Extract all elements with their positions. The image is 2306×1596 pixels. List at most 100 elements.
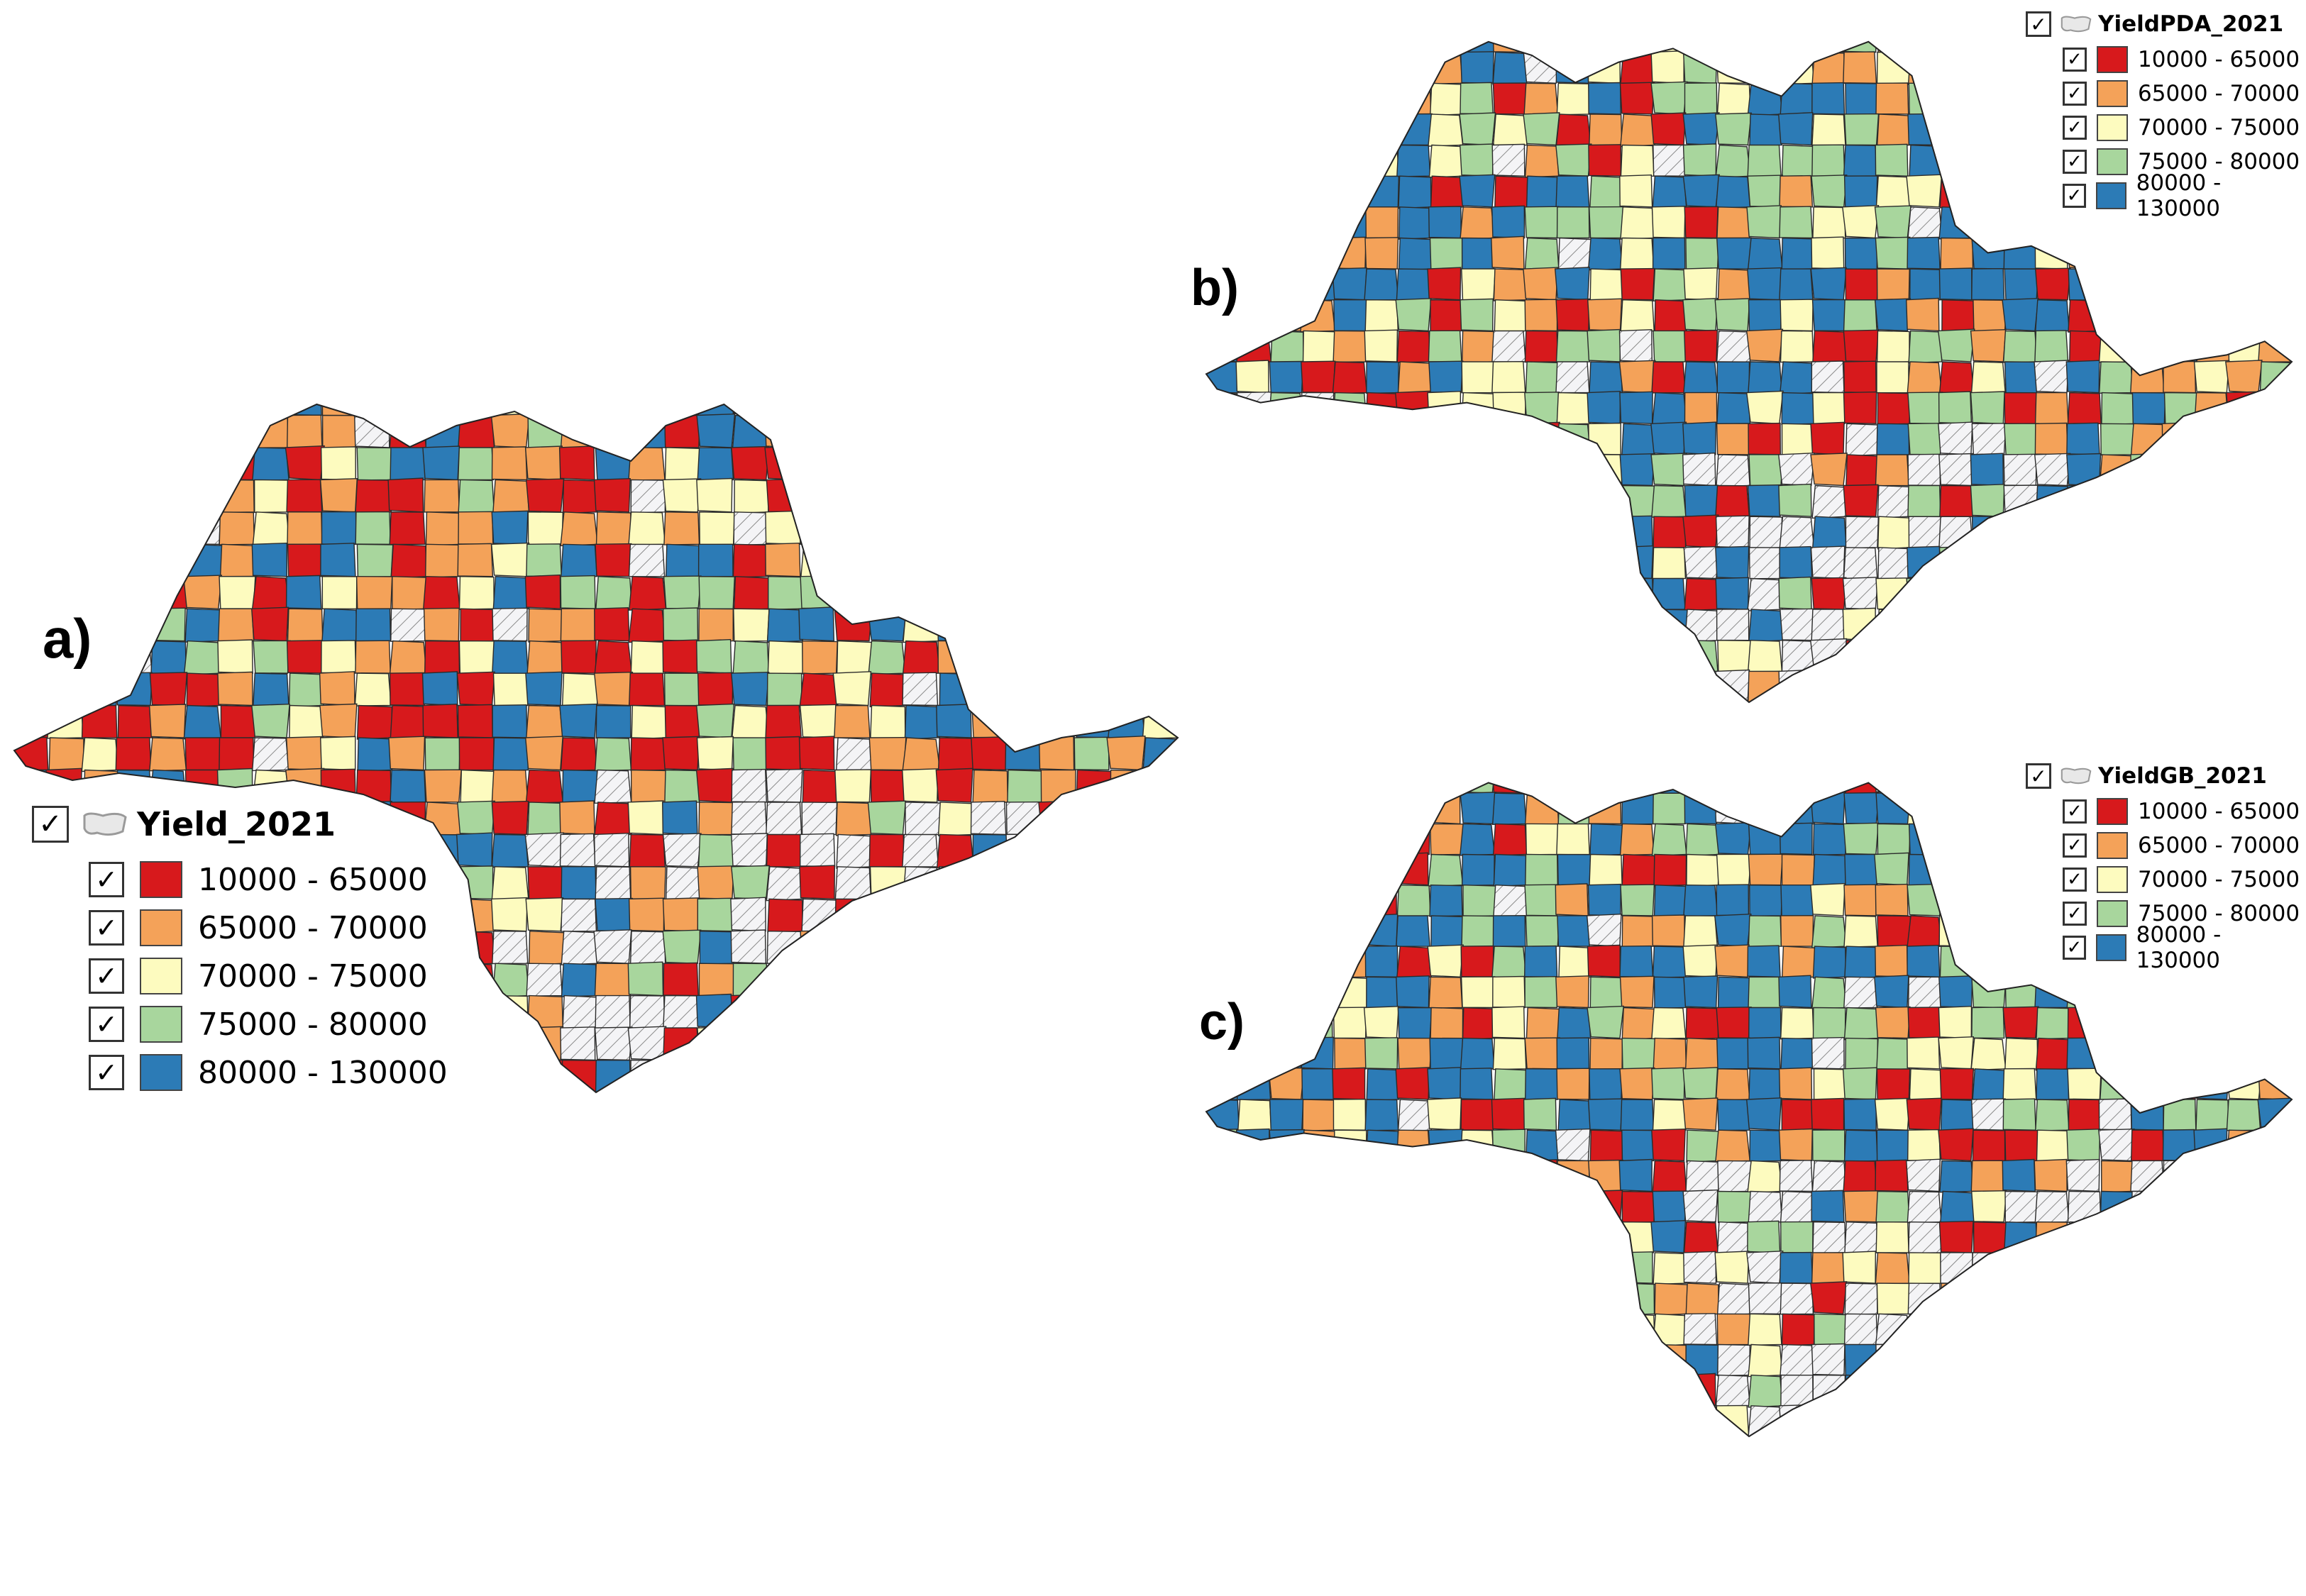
municipality-polygon — [1717, 976, 1752, 1009]
municipality-polygon — [1237, 299, 1271, 332]
municipality-polygon — [1939, 577, 1973, 610]
checkbox-checked-icon[interactable]: ✓ — [2063, 799, 2087, 824]
checkbox-checked-icon[interactable]: ✓ — [89, 1055, 124, 1090]
municipality-polygon — [1843, 1374, 1878, 1407]
municipality-polygon — [1206, 546, 1238, 580]
checkbox-checked-icon[interactable]: ✓ — [2063, 116, 2087, 140]
municipality-polygon — [1842, 1251, 1877, 1284]
municipality-polygon — [389, 414, 427, 450]
legend-row: ✓ 70000 - 75000 — [2063, 863, 2306, 897]
municipality-polygon — [14, 414, 50, 449]
municipality-polygon — [2098, 546, 2133, 580]
municipality-polygon — [150, 640, 187, 675]
municipality-polygon — [1685, 1343, 1719, 1377]
municipality-polygon — [1747, 1036, 1781, 1070]
municipality-polygon — [1907, 206, 1943, 240]
checkbox-checked-icon[interactable]: ✓ — [2063, 82, 2087, 106]
municipality-polygon — [1970, 391, 2005, 425]
municipality-polygon — [1970, 41, 2007, 54]
municipality-polygon — [1525, 639, 1559, 672]
checkbox-checked-icon[interactable]: ✓ — [2026, 763, 2051, 789]
municipality-polygon — [1875, 175, 1911, 209]
municipality-polygon — [1206, 782, 1240, 794]
municipality-polygon — [1843, 175, 1878, 208]
municipality-polygon — [1907, 1404, 1941, 1436]
municipality-polygon — [594, 769, 632, 804]
checkbox-checked-icon[interactable]: ✓ — [2063, 184, 2087, 208]
municipality-polygon — [1876, 330, 1910, 363]
municipality-polygon — [2163, 1343, 2198, 1377]
checkbox-checked-icon[interactable]: ✓ — [2063, 150, 2087, 174]
municipality-polygon — [661, 800, 698, 836]
municipality-polygon — [1842, 577, 1879, 610]
municipality-polygon — [1075, 479, 1111, 514]
checkbox-checked-icon[interactable]: ✓ — [2063, 833, 2087, 858]
municipality-polygon — [1908, 823, 1943, 855]
municipality-polygon — [2257, 670, 2292, 703]
municipality-polygon — [1651, 914, 1685, 947]
municipality-polygon — [1846, 454, 1880, 488]
municipality-polygon — [1333, 1190, 1367, 1223]
checkbox-checked-icon[interactable]: ✓ — [2063, 936, 2087, 960]
municipality-polygon — [1041, 447, 1077, 481]
municipality-polygon — [2165, 299, 2199, 333]
municipality-polygon — [1620, 206, 1655, 240]
municipality-polygon — [1652, 547, 1687, 580]
municipality-polygon — [1005, 736, 1042, 771]
municipality-polygon — [186, 543, 223, 579]
municipality-polygon — [1397, 1037, 1433, 1070]
municipality-polygon — [662, 736, 700, 771]
municipality-polygon — [1141, 865, 1178, 900]
municipality-polygon — [1939, 884, 1973, 916]
checkbox-checked-icon[interactable]: ✓ — [2026, 11, 2051, 37]
municipality-polygon — [1747, 237, 1783, 271]
municipality-polygon — [697, 833, 734, 868]
municipality-polygon — [2097, 514, 2134, 548]
municipality-polygon — [1270, 577, 1305, 611]
municipality-polygon — [321, 640, 357, 674]
municipality-polygon — [1206, 884, 1241, 916]
municipality-polygon — [1363, 883, 1398, 916]
municipality-polygon — [1714, 1251, 1750, 1284]
municipality-polygon — [1363, 421, 1399, 455]
municipality-polygon — [662, 1059, 701, 1092]
municipality-polygon — [1427, 1373, 1464, 1407]
checkbox-checked-icon[interactable]: ✓ — [89, 1007, 124, 1042]
checkbox-checked-icon[interactable]: ✓ — [32, 806, 69, 843]
checkbox-checked-icon[interactable]: ✓ — [89, 958, 124, 994]
municipality-polygon — [2003, 453, 2037, 487]
municipality-polygon — [902, 672, 939, 706]
checkbox-checked-icon[interactable]: ✓ — [89, 862, 124, 897]
municipality-polygon — [2259, 1313, 2292, 1346]
municipality-polygon — [559, 800, 595, 836]
municipality-polygon — [594, 802, 632, 836]
municipality-polygon — [1748, 1343, 1783, 1378]
municipality-polygon — [1364, 1160, 1400, 1194]
municipality-polygon — [79, 574, 118, 609]
municipality-polygon — [1684, 82, 1718, 115]
municipality-polygon — [1555, 175, 1590, 208]
municipality-polygon — [2194, 392, 2229, 425]
municipality-polygon — [1557, 577, 1592, 611]
municipality-polygon — [1654, 299, 1688, 333]
municipality-polygon — [1907, 453, 1941, 487]
checkbox-checked-icon[interactable]: ✓ — [89, 910, 124, 946]
municipality-polygon — [733, 575, 770, 611]
checkbox-checked-icon[interactable]: ✓ — [2063, 48, 2087, 72]
municipality-polygon — [2163, 546, 2198, 580]
municipality-polygon — [14, 543, 49, 577]
municipality-polygon — [560, 511, 598, 547]
municipality-polygon — [1554, 267, 1590, 301]
municipality-polygon — [1876, 1037, 1911, 1070]
municipality-polygon — [387, 404, 427, 416]
municipality-polygon — [1074, 672, 1110, 706]
checkbox-checked-icon[interactable]: ✓ — [2063, 902, 2087, 926]
municipality-polygon — [321, 414, 358, 448]
municipality-polygon — [1619, 391, 1653, 425]
checkbox-checked-icon[interactable]: ✓ — [2063, 868, 2087, 892]
municipality-polygon — [1651, 361, 1687, 394]
municipality-polygon — [764, 445, 804, 481]
municipality-polygon — [2003, 237, 2037, 270]
municipality-polygon — [115, 479, 153, 514]
municipality-polygon — [628, 897, 665, 932]
